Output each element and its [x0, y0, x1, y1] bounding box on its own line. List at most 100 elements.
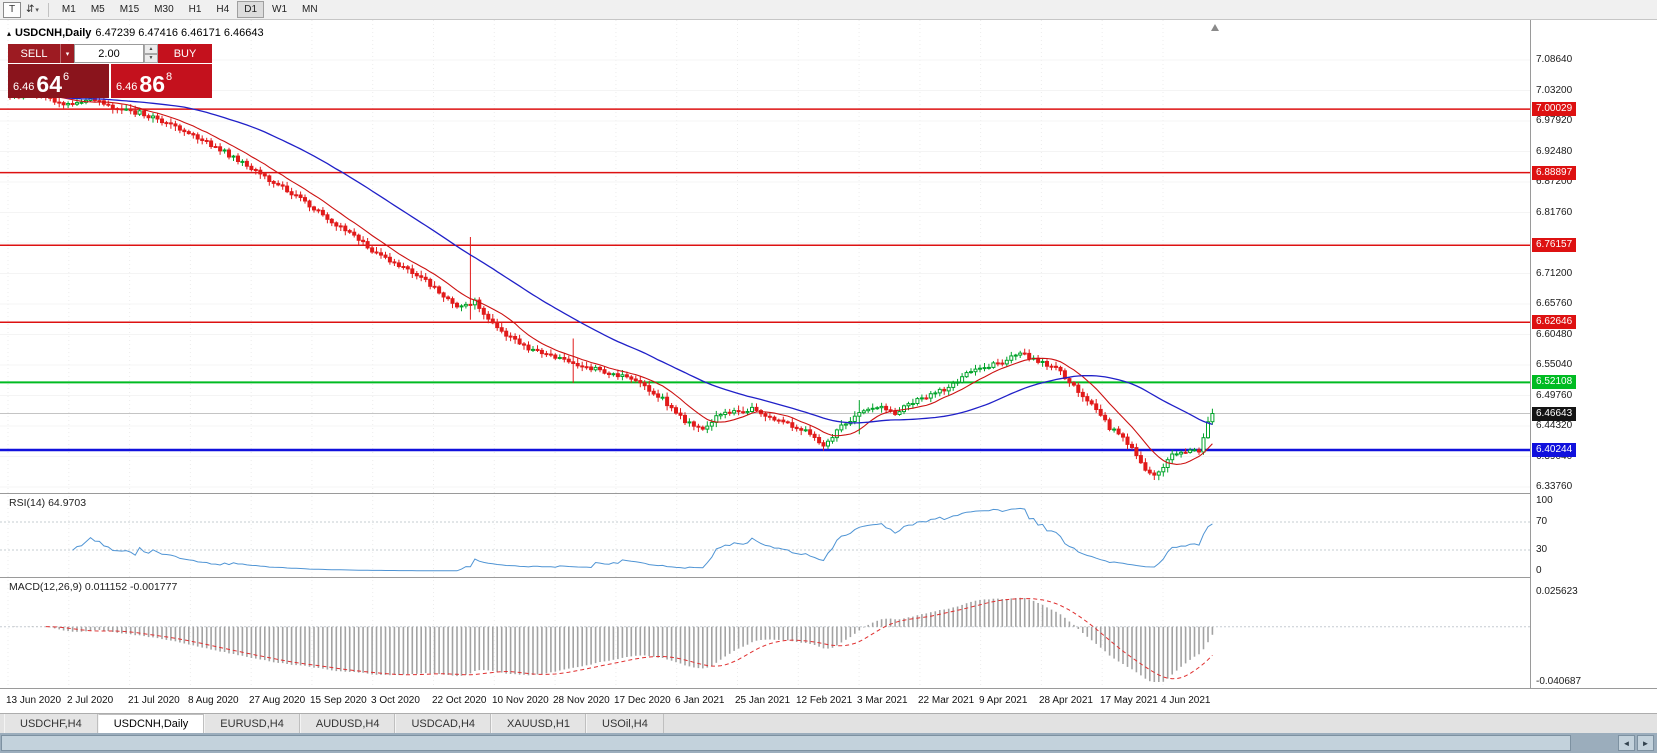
- date-axis-label: 22 Oct 2020: [432, 695, 487, 706]
- tf-button-w1[interactable]: W1: [272, 4, 288, 15]
- date-axis-label: 27 Aug 2020: [249, 695, 306, 706]
- tf-button-m1[interactable]: M1: [61, 4, 76, 15]
- scroll-right-button[interactable]: ►: [1637, 735, 1654, 751]
- chart-icon: ▴: [7, 28, 12, 38]
- hline-price-tag: 6.52108: [1532, 375, 1577, 389]
- rsi-axis-label: 30: [1536, 544, 1548, 555]
- date-axis-label: 15 Sep 2020: [310, 695, 367, 706]
- date-axis-label: 8 Aug 2020: [188, 695, 239, 706]
- date-axis-label: 10 Nov 2020: [492, 695, 549, 706]
- hline-price-tag: 6.76157: [1532, 238, 1577, 252]
- chart-ohlc-values: 6.47239 6.47416 6.46171 6.46643: [95, 27, 264, 39]
- tf-button-h1[interactable]: H1: [188, 4, 202, 15]
- volume-input[interactable]: [74, 44, 144, 63]
- date-axis-label: 21 Jul 2020: [128, 695, 180, 706]
- buy-button[interactable]: BUY: [158, 44, 212, 63]
- scrollbar-arrows: ◄ ►: [1618, 735, 1654, 751]
- current-price-tag: 6.46643: [1532, 407, 1577, 421]
- price-axis-label: 7.08640: [1536, 54, 1573, 65]
- hline-price-tag: 6.62646: [1532, 315, 1577, 329]
- date-axis-label: 17 May 2021: [1100, 695, 1158, 706]
- tf-button-mn[interactable]: MN: [302, 4, 318, 15]
- macd-axis-bottom-label: -0.040687: [1536, 676, 1582, 687]
- timeframe-toolbar: T ⇵ ▾ M1 M5 M15 M30 H1 H4 D1 W1 MN: [0, 0, 1657, 20]
- hline-price-tag: 6.40244: [1532, 443, 1577, 457]
- date-axis-label: 25 Jan 2021: [735, 695, 791, 706]
- scroll-left-button[interactable]: ◄: [1618, 735, 1635, 751]
- sell-price-button[interactable]: 6.46 64 6: [8, 64, 109, 98]
- price-axis-label: 6.33760: [1536, 481, 1573, 492]
- date-axis-label: 17 Dec 2020: [614, 695, 671, 706]
- price-axis-label: 6.71200: [1536, 267, 1573, 279]
- sell-price-base: 6.46: [13, 81, 35, 93]
- chart-header: ▴ USDCNH,Daily 6.47239 6.47416 6.46171 6…: [7, 27, 264, 39]
- buy-price-big: 86: [139, 71, 166, 97]
- price-axis-label: 6.92480: [1536, 145, 1573, 157]
- timeframe-buttons: M1 M5 M15 M30 H1 H4 D1 W1 MN: [55, 1, 325, 18]
- date-axis-label: 3 Oct 2020: [371, 695, 420, 706]
- spin-down-icon[interactable]: ▼: [144, 53, 158, 63]
- buy-price-sup: 8: [166, 71, 173, 83]
- chart-tab-usoil-h4[interactable]: USOil,H4: [586, 714, 664, 733]
- date-axis-label: 9 Apr 2021: [979, 695, 1028, 706]
- chart-tab-audusd-h4[interactable]: AUDUSD,H4: [299, 714, 396, 733]
- date-axis-label: 3 Mar 2021: [857, 695, 908, 706]
- price-axis-label: 6.44320: [1536, 420, 1573, 431]
- rsi-axis-label: 100: [1536, 495, 1553, 506]
- profiles-button[interactable]: ⇵ ▾: [23, 2, 42, 18]
- date-axis-label: 6 Jan 2021: [675, 695, 725, 706]
- price-axis: 100 70 30 0 0.025623 -0.040687 7.08640 7.…: [1530, 20, 1657, 688]
- date-axis-label: 12 Feb 2021: [796, 695, 853, 706]
- date-axis-label: 2 Jul 2020: [67, 695, 114, 706]
- sell-price-big: 64: [36, 71, 63, 97]
- date-axis-label: 4 Jun 2021: [1161, 695, 1211, 706]
- chart-shift-marker: [1211, 24, 1219, 31]
- chart-tab-usdchf-h4[interactable]: USDCHF,H4: [4, 714, 98, 733]
- macd-header: MACD(12,26,9) 0.011152 -0.001777: [9, 581, 178, 593]
- sell-price-sup: 6: [63, 71, 70, 83]
- profiles-icon: ⇵: [26, 4, 35, 15]
- price-axis-label: 6.55040: [1536, 359, 1573, 370]
- tf-button-m5[interactable]: M5: [90, 4, 105, 15]
- macd-axis-top-label: 0.025623: [1536, 586, 1578, 597]
- chart-tab-xauusd-h1[interactable]: XAUUSD,H1: [491, 714, 586, 733]
- spin-up-icon[interactable]: ▲: [144, 44, 158, 54]
- sell-button[interactable]: SELL: [8, 44, 60, 63]
- tf-button-h4[interactable]: H4: [216, 4, 230, 15]
- chart-tab-usdcnh-daily[interactable]: USDCNH,Daily: [97, 714, 205, 733]
- tf-button-m30[interactable]: M30: [154, 4, 174, 15]
- templates-button[interactable]: T: [3, 1, 21, 18]
- price-axis-label: 6.60480: [1536, 328, 1573, 340]
- hline-price-tag: 6.88897: [1532, 166, 1577, 180]
- one-click-trading-panel: SELL ▾ ▲ ▼ BUY 6.46 64 6 6.46 86 8: [8, 44, 212, 98]
- pane-separator: [0, 577, 1657, 578]
- price-axis-label: 6.81760: [1536, 206, 1573, 218]
- volume-spinner: ▲ ▼: [144, 44, 158, 63]
- price-axis-label: 6.49760: [1536, 389, 1573, 401]
- chevron-down-icon: ▾: [35, 6, 39, 14]
- buy-price-button[interactable]: 6.46 86 8: [111, 64, 212, 98]
- chart-tab-usdcad-h4[interactable]: USDCAD,H4: [395, 714, 492, 733]
- horizontal-scrollbar[interactable]: ◄ ►: [0, 733, 1657, 753]
- tf-button-m15[interactable]: M15: [119, 4, 140, 15]
- buy-price-base: 6.46: [116, 81, 138, 93]
- chart-canvas[interactable]: [0, 20, 1530, 688]
- chart-tab-bar: USDCHF,H4 USDCNH,Daily EURUSD,H4 AUDUSD,H4 U…: [0, 713, 1657, 733]
- chart-tab-eurusd-h4[interactable]: EURUSD,H4: [204, 714, 300, 733]
- price-axis-label: 6.87200: [1536, 176, 1573, 187]
- tf-button-d1[interactable]: D1: [237, 1, 265, 18]
- date-axis-label: 28 Nov 2020: [553, 695, 610, 706]
- date-axis-label: 22 Mar 2021: [918, 695, 975, 706]
- date-axis-label: 13 Jun 2020: [6, 695, 62, 706]
- toolbar-separator: [47, 2, 49, 17]
- hline-price-tag: 7.00029: [1532, 102, 1577, 116]
- scrollbar-thumb[interactable]: [1, 735, 1571, 751]
- date-axis-label: 28 Apr 2021: [1039, 695, 1093, 706]
- rsi-axis-label: 0: [1536, 565, 1542, 576]
- rsi-header: RSI(14) 64.9703: [9, 497, 87, 509]
- price-axis-label: 6.65760: [1536, 298, 1573, 309]
- volume-dropdown-caret-icon[interactable]: ▾: [60, 44, 74, 63]
- templates-icon: T: [8, 4, 16, 15]
- chart-symbol: USDCNH,Daily: [15, 27, 92, 39]
